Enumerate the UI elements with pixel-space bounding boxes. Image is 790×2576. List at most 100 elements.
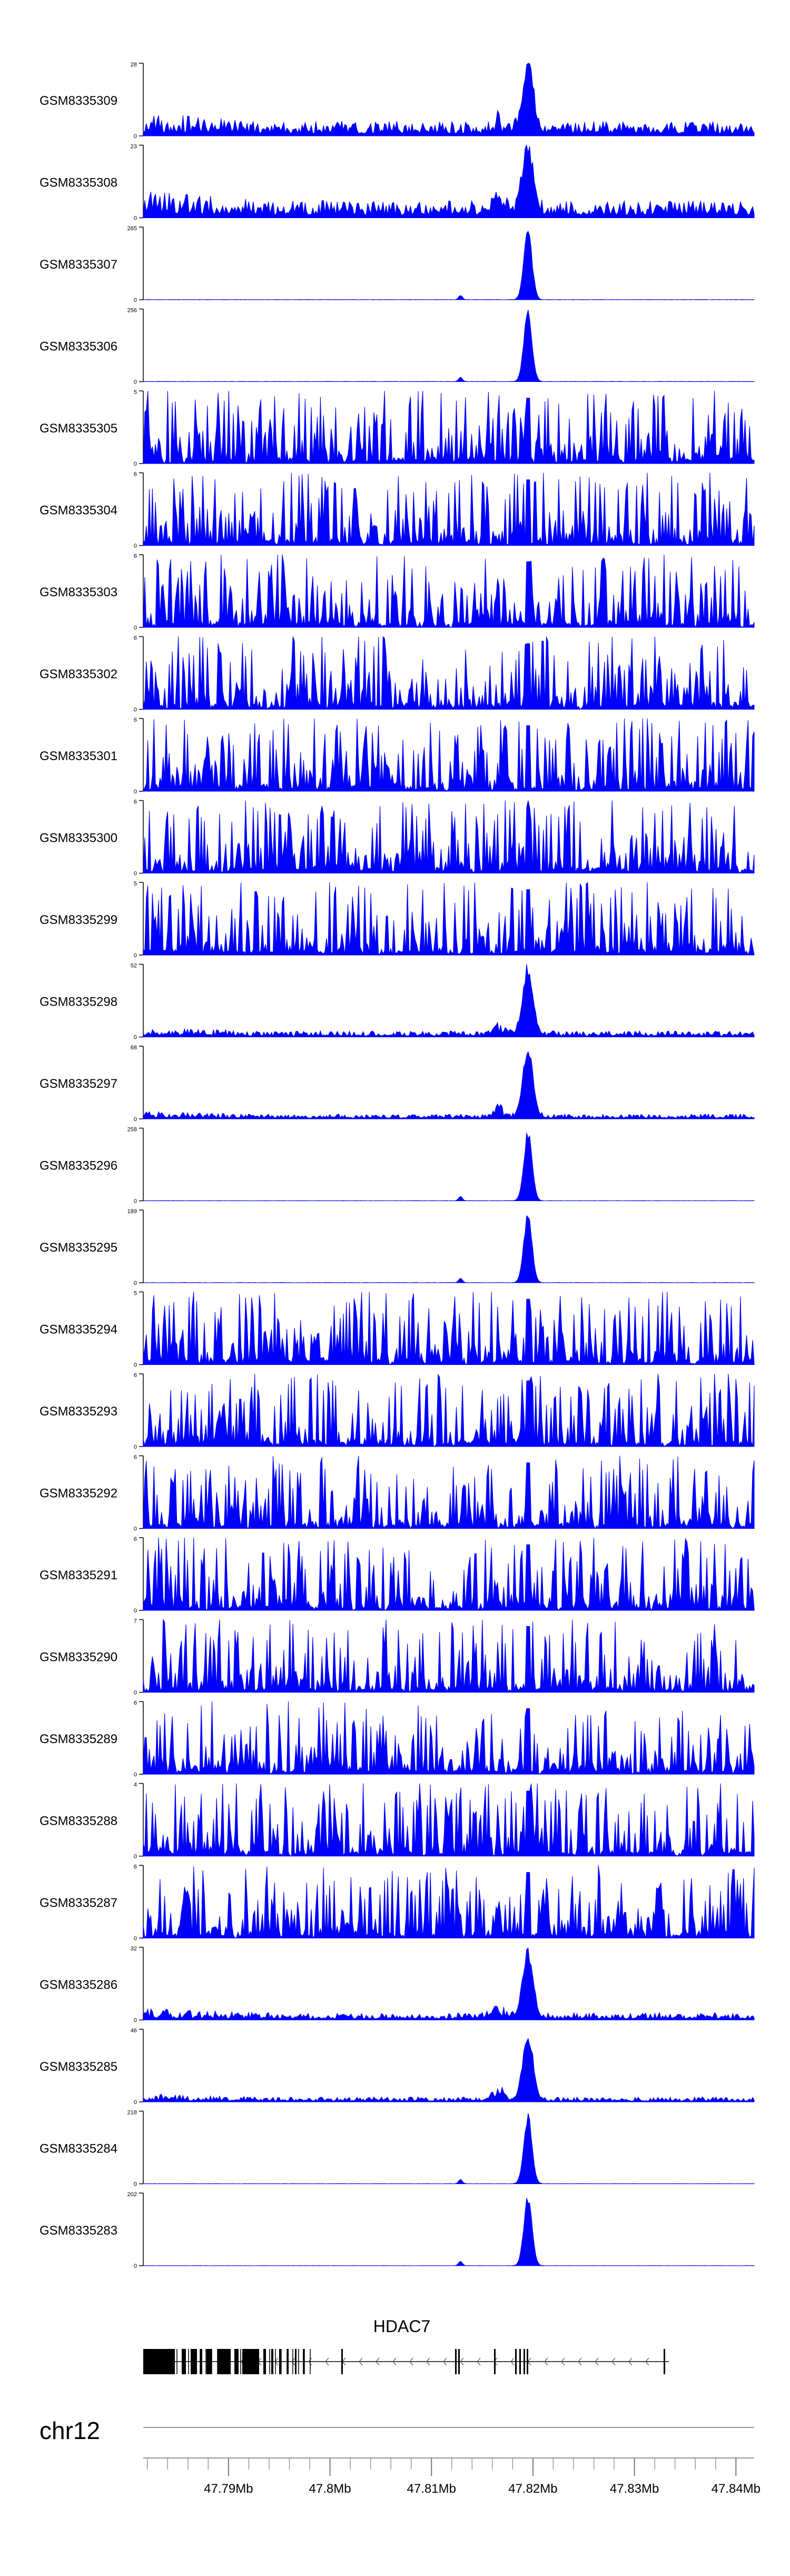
y-max-tick-label: 6 (134, 471, 137, 478)
coverage-area (143, 309, 755, 382)
y-zero-tick-label: 0 (134, 1035, 137, 1041)
x-tick-label: 47.82Mb (508, 2482, 557, 2496)
sample-label: GSM8335297 (39, 1077, 117, 1091)
x-tick-label: 47.79Mb (204, 2482, 253, 2496)
coverage-track: GSM8335289 6 0 (39, 1700, 755, 1778)
exon-block (234, 2349, 239, 2374)
coverage-track: GSM8335303 6 0 (39, 553, 755, 631)
exon-block (458, 2349, 460, 2374)
exon-block (263, 2349, 266, 2374)
exon-block (242, 2349, 259, 2374)
y-zero-tick-label: 0 (134, 1854, 137, 1860)
exon-block (494, 2349, 496, 2374)
exon-block (218, 2349, 231, 2374)
sample-label: GSM8335303 (39, 585, 117, 599)
sample-label: GSM8335309 (39, 94, 117, 108)
x-tick-label: 47.81Mb (407, 2482, 456, 2496)
coverage-area (143, 1618, 755, 1693)
sample-label: GSM8335283 (39, 2224, 117, 2238)
sample-label: GSM8335295 (39, 1241, 117, 1255)
strand-arrow (477, 2357, 481, 2366)
sample-label: GSM8335302 (39, 667, 117, 682)
coverage-area (143, 554, 755, 628)
sample-label: GSM8335290 (39, 1650, 117, 1665)
coverage-area (143, 144, 755, 218)
y-zero-tick-label: 0 (134, 1935, 137, 1942)
coverage-area (143, 2038, 755, 2102)
coverage-area (143, 800, 755, 873)
coverage-track: GSM8335287 6 0 (39, 1864, 755, 1942)
coverage-track: GSM8335300 6 0 (39, 799, 755, 877)
sample-label: GSM8335299 (39, 913, 117, 927)
strand-arrow (291, 2357, 295, 2366)
y-zero-tick-label: 0 (134, 789, 137, 795)
coverage-area (143, 1701, 755, 1775)
coverage-track: GSM8335288 4 0 (39, 1782, 755, 1860)
strand-arrow (376, 2357, 380, 2366)
coverage-tracks: GSM8335309 28 0 GSM8335308 23 0 GSM8335307 265 0… (39, 62, 755, 2269)
coverage-track: GSM8335285 46 0 (39, 2028, 755, 2106)
sample-label: GSM8335307 (39, 258, 117, 272)
coverage-area (143, 1537, 755, 1611)
y-zero-tick-label: 0 (134, 2099, 137, 2106)
exon-block (200, 2349, 202, 2374)
coverage-area (143, 390, 755, 465)
y-zero-tick-label: 0 (134, 1690, 137, 1696)
y-max-tick-label: 5 (134, 389, 137, 396)
coverage-area (143, 964, 755, 1037)
coverage-area (143, 1051, 755, 1119)
coverage-track: GSM8335307 265 0 (39, 225, 755, 303)
strand-arrow (426, 2357, 430, 2366)
exon-block (295, 2349, 297, 2374)
coverage-track: GSM8335286 32 0 (39, 1946, 755, 2024)
y-zero-tick-label: 0 (134, 625, 137, 631)
strand-arrow (308, 2357, 312, 2366)
y-max-tick-label: 68 (131, 1045, 137, 1051)
coverage-area (143, 636, 755, 710)
coverage-track: GSM8335283 202 0 (39, 2191, 755, 2269)
coverage-area (143, 1865, 755, 1939)
coverage-track: GSM8335306 256 0 (39, 308, 755, 386)
sample-label: GSM8335298 (39, 995, 117, 1009)
coverage-track: GSM8335305 5 0 (39, 389, 755, 467)
y-zero-tick-label: 0 (134, 215, 137, 222)
y-max-tick-label: 46 (131, 2028, 137, 2034)
strand-arrow (578, 2357, 582, 2366)
coverage-area (143, 882, 755, 956)
y-zero-tick-label: 0 (134, 871, 137, 877)
coverage-area (143, 1133, 755, 1202)
x-tick-label: 47.8Mb (309, 2482, 351, 2496)
exon-block (191, 2349, 197, 2374)
y-max-tick-label: 5 (134, 881, 137, 887)
exon-block (206, 2349, 212, 2374)
y-zero-tick-label: 0 (134, 133, 137, 140)
strand-arrow (274, 2357, 279, 2366)
sample-label: GSM8335306 (39, 340, 117, 354)
y-zero-tick-label: 0 (134, 2263, 137, 2269)
y-zero-tick-label: 0 (134, 1444, 137, 1450)
sample-label: GSM8335296 (39, 1159, 117, 1173)
coverage-track: GSM8335298 52 0 (39, 963, 755, 1041)
x-tick-label: 47.83Mb (610, 2482, 659, 2496)
sample-label: GSM8335291 (39, 1568, 117, 1582)
coverage-area (143, 230, 755, 300)
y-max-tick-label: 6 (134, 553, 137, 559)
y-max-tick-label: 7 (134, 1618, 137, 1625)
y-zero-tick-label: 0 (134, 543, 137, 549)
coverage-track: GSM8335301 6 0 (39, 717, 755, 795)
exon-block (143, 2349, 175, 2374)
strand-arrow (460, 2357, 464, 2366)
coverage-track: GSM8335284 218 0 (39, 2110, 755, 2188)
exon-block (527, 2349, 528, 2374)
coverage-area (143, 1215, 755, 1283)
exon-block (524, 2349, 525, 2374)
coverage-track: GSM8335302 6 0 (39, 635, 755, 713)
y-zero-tick-label: 0 (134, 1526, 137, 1532)
sample-label: GSM8335304 (39, 504, 117, 518)
coverage-area (143, 718, 755, 792)
coverage-track: GSM8335299 5 0 (39, 881, 755, 959)
y-max-tick-label: 4 (134, 1782, 137, 1788)
y-zero-tick-label: 0 (134, 297, 137, 303)
y-zero-tick-label: 0 (134, 1772, 137, 1778)
coverage-area (143, 2113, 755, 2185)
